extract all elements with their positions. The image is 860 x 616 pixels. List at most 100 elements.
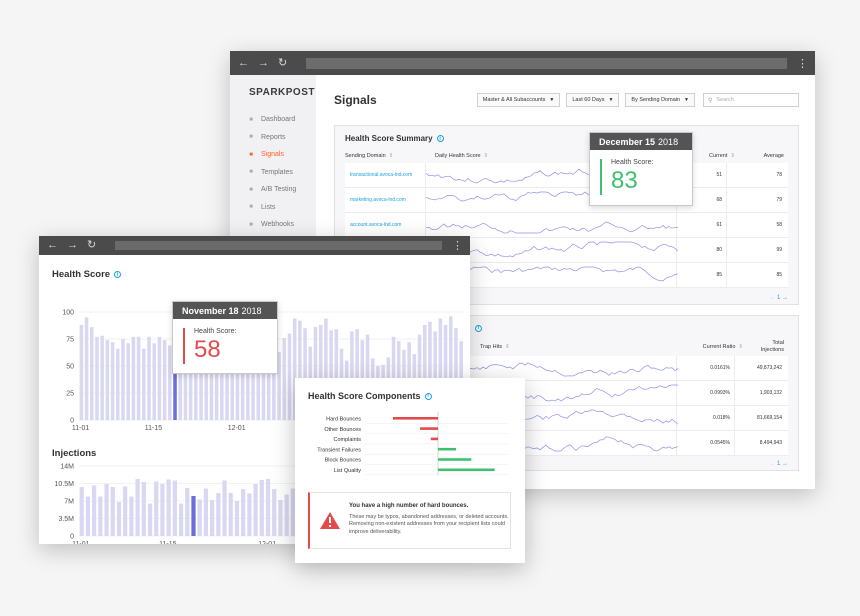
- table-row[interactable]: account.avoca-lnd.com 61 58: [345, 213, 788, 238]
- date-range-dropdown[interactable]: Last 60 Days ▼: [566, 93, 620, 107]
- bar: [261, 333, 266, 420]
- sending-domain-link[interactable]: transactional.avoca-lnd.com: [350, 172, 413, 178]
- sidebar-item-label: Reports: [261, 133, 286, 141]
- bar: [178, 503, 184, 536]
- reload-icon[interactable]: ↻: [278, 56, 288, 69]
- bar: [79, 324, 84, 420]
- bar: [131, 336, 136, 420]
- x-tick-label: 11-01: [72, 425, 89, 432]
- next-page-icon[interactable]: →: [782, 295, 788, 301]
- bar: [85, 496, 91, 536]
- bar: [225, 340, 229, 420]
- ab-testing-icon: ■: [249, 186, 253, 193]
- bar: [136, 336, 141, 420]
- search-input[interactable]: ⚲ Search: [703, 93, 799, 107]
- info-icon[interactable]: i: [114, 271, 122, 278]
- bar: [448, 316, 453, 420]
- bar: [210, 500, 215, 536]
- health-score-components-window: Health Score Components i Hard Bounces Oth…: [295, 378, 525, 563]
- sidebar-item-webhooks[interactable]: ■ Webhooks: [230, 216, 316, 234]
- sparkline[interactable]: [425, 213, 679, 237]
- sidebar-item-signals[interactable]: ■ Signals: [230, 146, 316, 164]
- prev-page-icon[interactable]: ←: [769, 461, 776, 467]
- address-bar[interactable]: [115, 241, 442, 250]
- bar: [265, 479, 271, 536]
- components-chart[interactable]: Hard Bounces Other Bounces Complaints Trans…: [295, 412, 525, 482]
- bar: [209, 331, 214, 420]
- info-icon[interactable]: i: [436, 135, 444, 142]
- sidebar-item-templates[interactable]: ■ Templates: [230, 164, 316, 182]
- table-row[interactable]: marketing.avoca-lnd.com 68 79: [345, 188, 788, 213]
- average-score: 78: [776, 172, 782, 178]
- y-tick-label: 50: [66, 364, 74, 371]
- sending-domain-link[interactable]: marketing.avoca-lnd.com: [350, 197, 406, 203]
- column-trap-hits[interactable]: Trap Hits ⇕: [480, 344, 510, 350]
- group-by-dropdown[interactable]: By Sending Domain ▼: [625, 93, 695, 107]
- sidebar-item-dashboard[interactable]: ■ Dashboard: [230, 111, 316, 129]
- bar: [433, 331, 437, 420]
- bar: [303, 328, 307, 420]
- bar: [154, 481, 159, 536]
- sparkpost-logo[interactable]: SPARKPOST: [249, 87, 315, 98]
- column-current[interactable]: Current ⇕: [709, 153, 735, 159]
- bar: [98, 496, 103, 536]
- kebab-menu-icon[interactable]: ⋮: [797, 57, 808, 70]
- sidebar-item-reports[interactable]: ■ Reports: [230, 129, 316, 147]
- bar: [228, 493, 233, 536]
- bar: [298, 320, 302, 420]
- bar: [428, 321, 432, 420]
- back-arrow-icon[interactable]: ←: [238, 56, 249, 69]
- address-bar[interactable]: [306, 57, 787, 69]
- forward-arrow-icon[interactable]: →: [67, 239, 78, 251]
- bar: [284, 494, 289, 536]
- sidebar-item-a-b-testing[interactable]: ■ A/B Testing: [230, 181, 316, 199]
- total-injections: 8,494,943: [759, 440, 782, 446]
- bar: [100, 335, 104, 420]
- column-total-injections[interactable]: Total Injections: [760, 340, 784, 353]
- y-tick-label: 0: [70, 418, 74, 425]
- lists-icon: ■: [249, 204, 253, 211]
- column-daily-health-score[interactable]: Daily Health Score ⇕: [435, 153, 489, 159]
- kebab-menu-icon[interactable]: ⋮: [452, 240, 463, 252]
- page-title: Signals: [334, 93, 377, 107]
- bar: [135, 479, 140, 536]
- reload-icon[interactable]: ↻: [87, 239, 97, 251]
- sidebar-item-lists[interactable]: ■ Lists: [230, 199, 316, 217]
- bar: [147, 336, 151, 420]
- current-score: 68: [677, 188, 727, 212]
- page-number[interactable]: 1: [776, 461, 781, 467]
- bar: [318, 324, 323, 420]
- component-label: List Quality: [334, 468, 361, 474]
- column-sending-domain[interactable]: Sending Domain ⇕: [345, 153, 394, 159]
- forward-arrow-icon[interactable]: →: [258, 56, 269, 69]
- bar: [290, 488, 295, 536]
- bar: [355, 329, 359, 420]
- column-current-ratio[interactable]: Current Ratio ⇕: [702, 344, 743, 350]
- bar: [438, 318, 443, 420]
- tooltip-date: December 15 2018: [590, 133, 692, 150]
- table-row[interactable]: transactional.avoca-lnd.com 51 78: [345, 163, 788, 188]
- bar: [241, 489, 246, 536]
- health-score-tooltip: November 18 2018 Health Score: 58: [172, 301, 278, 374]
- bar: [282, 337, 287, 420]
- info-icon[interactable]: i: [424, 392, 432, 400]
- bar: [230, 334, 235, 420]
- prev-page-icon[interactable]: ←: [769, 295, 776, 301]
- bar: [116, 348, 120, 420]
- sending-domain-link[interactable]: account.avoca-lnd.com: [350, 222, 402, 228]
- page-number[interactable]: 1: [776, 295, 781, 301]
- component-bar: [393, 417, 438, 420]
- next-page-icon[interactable]: →: [782, 461, 788, 467]
- bar: [110, 487, 115, 536]
- bar: [235, 329, 240, 420]
- bar: [278, 500, 283, 536]
- component-label: Transient Failures: [317, 447, 361, 453]
- components-title: Health Score Components i: [308, 391, 432, 401]
- current-ratio: 0.0545%: [677, 431, 735, 455]
- back-arrow-icon[interactable]: ←: [47, 239, 58, 251]
- health-score-title: Health Score i: [52, 269, 122, 280]
- subaccount-dropdown[interactable]: Master & All Subaccounts ▼: [476, 93, 561, 107]
- tooltip-date: November 18 2018: [173, 302, 277, 319]
- column-average[interactable]: Average: [763, 153, 784, 159]
- info-icon[interactable]: i: [475, 324, 482, 332]
